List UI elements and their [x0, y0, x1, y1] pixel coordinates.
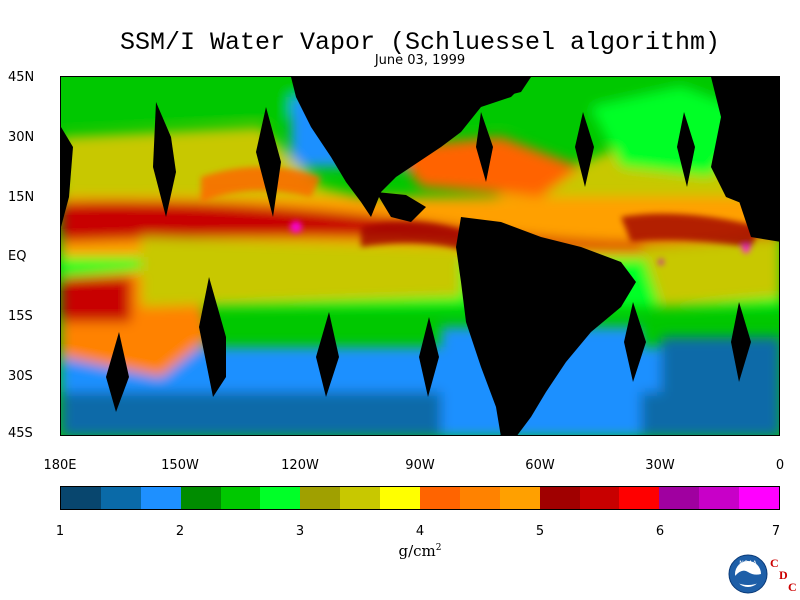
colorbar-cell-14	[619, 487, 660, 509]
map-title: SSM/I Water Vapor (Schluessel algorithm)	[119, 28, 721, 57]
cdc-letter-c1: C	[770, 556, 779, 570]
colorbar-cell-4	[220, 487, 261, 509]
colorbar-cell-8	[380, 487, 421, 509]
colorbar-cell-13	[579, 487, 620, 509]
units-label: g/cm2	[0, 542, 800, 560]
units-superscript: 2	[435, 543, 442, 553]
colorbar-tick-4: 4	[415, 524, 425, 539]
vapor-field	[61, 77, 779, 435]
colorbar-cell-7	[340, 487, 381, 509]
cdc-letter-c2: C	[788, 580, 797, 594]
colorbar-tick-2: 2	[175, 524, 185, 539]
lon-label-30w: 30W	[645, 458, 675, 473]
colorbar-cell-12	[539, 487, 580, 509]
map-date: June 03, 1999	[374, 53, 466, 68]
lon-label-150w: 150W	[161, 458, 199, 473]
colorbar-tick-3: 3	[295, 524, 305, 539]
lon-label-180e: 180E	[43, 458, 77, 473]
lat-label-eq: EQ	[8, 249, 27, 264]
lat-label-30n: 30N	[8, 130, 35, 145]
colorbar-cell-9	[420, 487, 460, 509]
colorbar-cell-5	[260, 487, 301, 509]
colorbar-cell-15	[659, 487, 700, 509]
colorbar-cell-10	[459, 487, 500, 509]
lat-label-45n: 45N	[8, 70, 35, 85]
lon-label-120w: 120W	[281, 458, 319, 473]
colorbar-cell-16	[699, 487, 740, 509]
lat-label-30s: 30S	[8, 369, 33, 384]
lon-label-0: 0	[775, 458, 785, 473]
land-masses	[291, 77, 779, 435]
colorbar-cell-3	[180, 487, 221, 509]
colorbar-cell-6	[300, 487, 341, 509]
lat-label-45s: 45S	[8, 426, 33, 441]
colorbar-tick-1: 1	[55, 524, 65, 539]
colorbar-cell-2	[140, 487, 181, 509]
lon-label-60w: 60W	[525, 458, 555, 473]
lat-label-15s: 15S	[8, 309, 33, 324]
color-bar	[60, 486, 780, 510]
colorbar-cell-0	[61, 487, 101, 509]
colorbar-tick-5: 5	[535, 524, 545, 539]
colorbar-cell-1	[100, 487, 141, 509]
lon-label-90w: 90W	[405, 458, 435, 473]
cdc-letter-d: D	[779, 568, 788, 582]
no-data-swath-gaps	[61, 102, 751, 412]
lat-label-15n: 15N	[8, 190, 35, 205]
colorbar-cell-11	[499, 487, 540, 509]
colorbar-cell-17	[739, 487, 780, 509]
noaa-logo: NOAA	[728, 554, 768, 594]
noaa-logo-text: NOAA	[739, 560, 757, 567]
water-vapor-map	[60, 76, 780, 436]
colorbar-tick-7: 7	[771, 524, 781, 539]
units-text: g/cm	[398, 542, 436, 560]
colorbar-tick-6: 6	[655, 524, 665, 539]
